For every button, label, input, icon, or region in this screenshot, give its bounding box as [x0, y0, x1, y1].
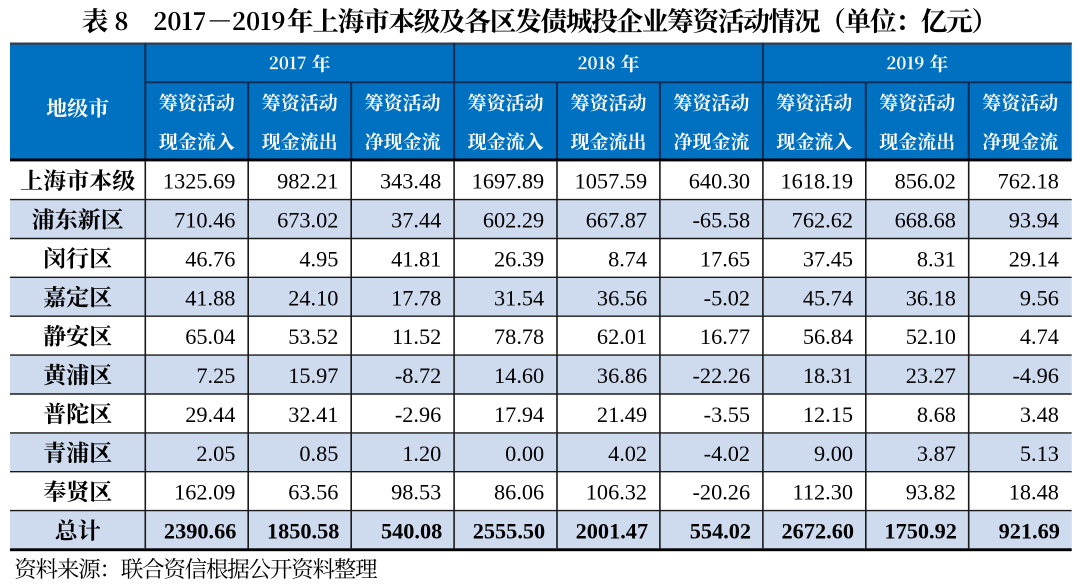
svg-text:0.85: 0.85 — [299, 441, 338, 466]
svg-text:982.21: 982.21 — [277, 169, 338, 194]
svg-text:24.10: 24.10 — [288, 285, 338, 310]
svg-text:673.02: 673.02 — [277, 208, 338, 233]
svg-text:21.49: 21.49 — [597, 402, 647, 427]
svg-text:17.78: 17.78 — [391, 285, 441, 310]
svg-text:18.48: 18.48 — [1009, 480, 1059, 505]
svg-text:8.74: 8.74 — [608, 246, 647, 271]
svg-text:36.86: 36.86 — [597, 363, 647, 388]
svg-text:62.01: 62.01 — [597, 324, 647, 349]
svg-text:18.31: 18.31 — [803, 363, 853, 388]
svg-text:1.20: 1.20 — [402, 441, 441, 466]
svg-text:78.78: 78.78 — [494, 324, 544, 349]
svg-text:-65.58: -65.58 — [693, 208, 751, 233]
svg-text:-3.55: -3.55 — [704, 402, 750, 427]
svg-text:2001.47: 2001.47 — [576, 519, 648, 544]
svg-text:-2.96: -2.96 — [395, 402, 441, 427]
svg-text:2672.60: 2672.60 — [782, 519, 854, 544]
svg-text:11.52: 11.52 — [392, 324, 441, 349]
svg-text:640.30: 640.30 — [689, 169, 750, 194]
svg-text:32.41: 32.41 — [288, 402, 338, 427]
svg-text:98.53: 98.53 — [391, 480, 441, 505]
svg-text:3.87: 3.87 — [917, 441, 956, 466]
svg-text:4.02: 4.02 — [608, 441, 647, 466]
svg-text:46.76: 46.76 — [185, 246, 235, 271]
svg-text:52.10: 52.10 — [906, 324, 956, 349]
svg-text:1618.19: 1618.19 — [781, 169, 853, 194]
svg-text:554.02: 554.02 — [690, 519, 751, 544]
svg-text:2555.50: 2555.50 — [473, 519, 545, 544]
svg-text:8.68: 8.68 — [917, 402, 956, 427]
svg-text:-4.02: -4.02 — [704, 441, 750, 466]
svg-text:29.14: 29.14 — [1009, 246, 1059, 271]
svg-text:65.04: 65.04 — [185, 324, 235, 349]
svg-text:4.95: 4.95 — [299, 246, 338, 271]
svg-text:12.15: 12.15 — [803, 402, 853, 427]
svg-text:15.97: 15.97 — [288, 363, 338, 388]
svg-text:-8.72: -8.72 — [395, 363, 441, 388]
svg-text:762.18: 762.18 — [998, 169, 1059, 194]
svg-text:856.02: 856.02 — [895, 169, 956, 194]
svg-text:762.62: 762.62 — [792, 208, 853, 233]
svg-text:9.56: 9.56 — [1020, 285, 1059, 310]
svg-text:1850.58: 1850.58 — [267, 519, 339, 544]
svg-text:710.46: 710.46 — [174, 208, 235, 233]
svg-text:602.29: 602.29 — [483, 208, 544, 233]
svg-text:667.87: 667.87 — [586, 208, 647, 233]
svg-text:8.31: 8.31 — [917, 246, 956, 271]
svg-text:37.45: 37.45 — [803, 246, 853, 271]
svg-text:5.13: 5.13 — [1020, 441, 1059, 466]
svg-text:1325.69: 1325.69 — [163, 169, 235, 194]
svg-text:668.68: 668.68 — [895, 208, 956, 233]
svg-text:41.88: 41.88 — [185, 285, 235, 310]
svg-text:-22.26: -22.26 — [693, 363, 751, 388]
svg-text:1057.59: 1057.59 — [575, 169, 647, 194]
svg-text:23.27: 23.27 — [906, 363, 956, 388]
svg-text:63.56: 63.56 — [288, 480, 338, 505]
svg-text:540.08: 540.08 — [381, 519, 442, 544]
svg-text:16.77: 16.77 — [700, 324, 750, 349]
svg-text:0.00: 0.00 — [505, 441, 544, 466]
svg-text:56.84: 56.84 — [803, 324, 853, 349]
svg-text:93.82: 93.82 — [906, 480, 956, 505]
svg-text:86.06: 86.06 — [494, 480, 544, 505]
svg-text:36.18: 36.18 — [906, 285, 956, 310]
svg-text:93.94: 93.94 — [1009, 208, 1059, 233]
svg-text:1750.92: 1750.92 — [884, 519, 956, 544]
svg-text:41.81: 41.81 — [391, 246, 441, 271]
svg-text:-5.02: -5.02 — [704, 285, 750, 310]
svg-text:3.48: 3.48 — [1020, 402, 1059, 427]
svg-text:9.00: 9.00 — [814, 441, 853, 466]
svg-text:17.65: 17.65 — [700, 246, 750, 271]
svg-text:2.05: 2.05 — [196, 441, 235, 466]
svg-text:45.74: 45.74 — [803, 285, 853, 310]
svg-text:4.74: 4.74 — [1020, 324, 1059, 349]
svg-text:343.48: 343.48 — [380, 169, 441, 194]
svg-text:-20.26: -20.26 — [693, 480, 751, 505]
svg-text:29.44: 29.44 — [185, 402, 235, 427]
svg-text:7.25: 7.25 — [196, 363, 235, 388]
svg-text:112.30: 112.30 — [793, 480, 854, 505]
svg-text:37.44: 37.44 — [391, 208, 441, 233]
svg-text:2390.66: 2390.66 — [164, 519, 236, 544]
svg-text:921.69: 921.69 — [999, 519, 1060, 544]
svg-text:26.39: 26.39 — [494, 246, 544, 271]
svg-text:31.54: 31.54 — [494, 285, 544, 310]
svg-text:106.32: 106.32 — [586, 480, 647, 505]
svg-text:1697.89: 1697.89 — [472, 169, 544, 194]
svg-text:-4.96: -4.96 — [1012, 363, 1058, 388]
svg-text:162.09: 162.09 — [174, 480, 235, 505]
svg-text:53.52: 53.52 — [288, 324, 338, 349]
svg-text:14.60: 14.60 — [494, 363, 544, 388]
svg-text:36.56: 36.56 — [597, 285, 647, 310]
svg-text:17.94: 17.94 — [494, 402, 544, 427]
